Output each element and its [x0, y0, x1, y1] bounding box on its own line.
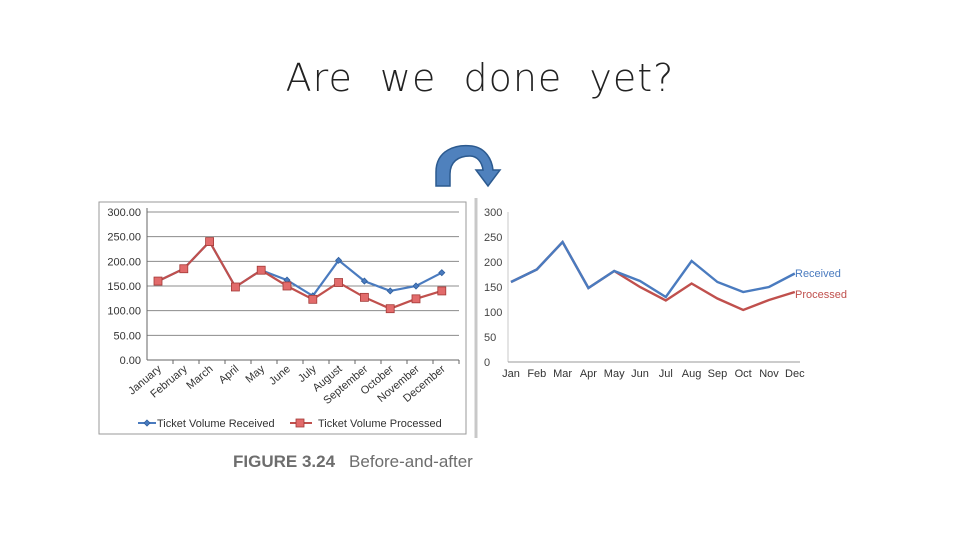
before-y-ticks: 0.00 50.00 100.00 150.00 200.00 250.00 300.00 — [107, 207, 141, 367]
before-series — [153, 237, 447, 314]
x-tick-label: Jan — [502, 368, 520, 380]
x-tick-label: Jun — [631, 368, 649, 380]
x-tick-label: Jul — [659, 368, 673, 380]
data-point-processed — [385, 304, 395, 314]
data-point-processed — [256, 265, 266, 275]
before-grid — [147, 211, 459, 336]
y-tick-label: 300 — [484, 207, 502, 219]
legend-processed-label: Ticket Volume Processed — [318, 418, 442, 430]
before-chart: 0.0050.00100.00150.00200.00250.00300.00 … — [98, 201, 467, 435]
curved-arrow-icon — [435, 144, 502, 188]
after-chart: 0 50 100 150 200 250 300 Jan Feb Mar Apr May Jun Jul… — [484, 207, 847, 380]
y-tick-label: 50 — [484, 332, 496, 344]
x-tick-label: Mar — [553, 368, 572, 380]
after-series — [510, 239, 796, 312]
slide-title: Are we done yet? — [285, 56, 675, 100]
series-line-received — [510, 239, 796, 299]
x-tick-label: Nov — [759, 368, 779, 380]
y-tick-label: 300.00 — [107, 207, 141, 219]
x-tick-label: Aug — [682, 368, 702, 380]
y-tick-label: 0.00 — [120, 355, 141, 367]
data-point-processed — [437, 286, 447, 296]
data-point-processed — [334, 278, 344, 287]
after-x-ticks: Jan Feb Mar Apr May Jun Jul Aug Sep Oct Nov Dec — [502, 368, 805, 380]
data-point-processed — [359, 292, 369, 302]
legend-received-label: Ticket Volume Received — [157, 418, 275, 430]
y-tick-label: 50.00 — [113, 330, 141, 342]
after-axes — [507, 212, 800, 363]
y-tick-label: 200.00 — [107, 256, 141, 268]
y-tick-label: 0 — [484, 357, 490, 369]
data-point-processed — [153, 276, 163, 286]
x-tick-label: Apr — [580, 368, 597, 380]
series-label-processed: Processed — [795, 289, 847, 301]
before-axes — [146, 208, 460, 364]
data-point-received — [360, 277, 368, 285]
before-legend: Ticket Volume Received Ticket Volume Pro… — [138, 418, 442, 430]
data-point-received — [386, 287, 394, 295]
y-tick-label: 100 — [484, 307, 502, 319]
y-tick-label: 200 — [484, 257, 502, 269]
data-point-processed — [205, 237, 215, 247]
x-tick-label: Oct — [735, 368, 752, 380]
after-y-ticks: 0 50 100 150 200 250 300 — [484, 207, 502, 369]
x-tick-label: Feb — [527, 368, 546, 380]
data-point-received — [412, 282, 420, 290]
series-label-received: Received — [795, 268, 841, 280]
x-tick-label: Dec — [785, 368, 805, 380]
data-point-processed — [411, 294, 421, 304]
figure-caption-text: Before-and-after — [349, 452, 473, 471]
y-tick-label: 250 — [484, 232, 502, 244]
y-tick-label: 150.00 — [107, 281, 141, 293]
figure-caption: FIGURE 3.24 Before-and-after — [233, 452, 473, 472]
after-series-labels: Received Processed — [795, 268, 847, 301]
data-point-received — [335, 256, 343, 264]
data-point-processed — [308, 294, 318, 304]
figure-number: FIGURE 3.24 — [233, 452, 336, 471]
y-tick-label: 100.00 — [107, 306, 141, 318]
y-tick-label: 250.00 — [107, 232, 141, 244]
data-point-processed — [230, 282, 240, 292]
data-point-processed — [282, 281, 292, 291]
data-point-received — [438, 269, 446, 277]
y-tick-label: 150 — [484, 282, 502, 294]
before-chart-frame — [98, 201, 467, 435]
x-tick-label: Sep — [708, 368, 728, 380]
data-point-processed — [179, 264, 189, 274]
x-tick-label: May — [604, 368, 625, 380]
